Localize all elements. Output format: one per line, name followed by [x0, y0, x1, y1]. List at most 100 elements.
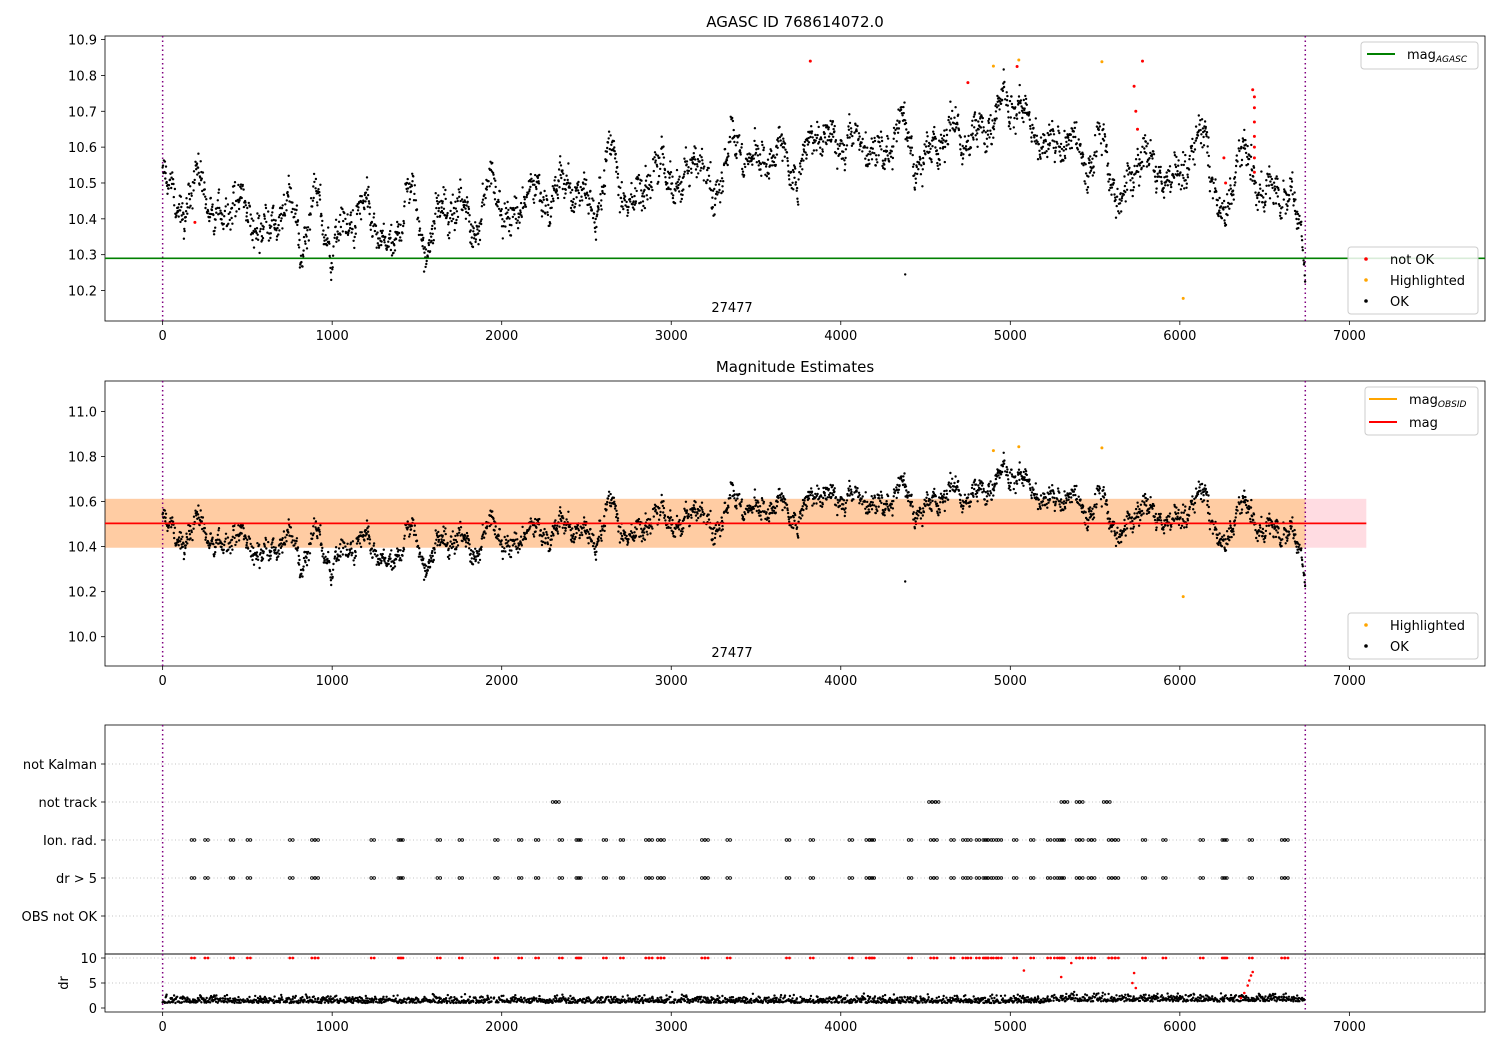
middle-ok-point — [653, 506, 656, 510]
top-ok-point — [593, 212, 596, 215]
top-ok-point — [357, 206, 360, 209]
top-ok-point — [403, 200, 406, 203]
middle-ok-point — [891, 507, 895, 510]
top-ok-point — [1058, 145, 1062, 149]
top-ok-point — [500, 208, 503, 211]
top-ok-point — [548, 224, 551, 227]
top-ok-point — [610, 143, 613, 146]
top-ok-point — [868, 150, 871, 153]
top-ok-point — [629, 193, 633, 196]
top-ok-point — [605, 159, 608, 162]
top-ok-point — [696, 158, 700, 161]
top-ok-point — [1044, 140, 1048, 143]
middle-ok-point — [931, 499, 934, 503]
top-ok-point — [1137, 184, 1141, 187]
middle-ok-point — [882, 502, 886, 506]
top-ok-point — [992, 125, 995, 128]
top-ok-point — [464, 217, 468, 220]
top-ok-point — [514, 217, 517, 221]
top-ok-point — [1100, 153, 1104, 157]
top-ok-point — [1227, 189, 1231, 192]
top-ok-point — [546, 213, 550, 217]
middle-ok-point — [343, 541, 346, 545]
middle-ok-point — [846, 494, 849, 497]
middle-ok-point — [1068, 501, 1072, 504]
top-ok-point — [843, 169, 846, 172]
top-ok-point — [880, 148, 883, 151]
middle-ok-point — [293, 539, 296, 542]
top-ok-point — [387, 245, 390, 248]
top-ok-point — [989, 132, 993, 136]
top-ok-point — [971, 119, 974, 123]
top-ok-point — [576, 189, 580, 192]
middle-ok-point — [172, 531, 175, 535]
middle-ok-point — [1029, 488, 1032, 492]
middle-ok-point — [930, 509, 933, 513]
top-ok-point — [716, 179, 719, 182]
top-xtick-label: 3000 — [655, 329, 688, 344]
top-ok-point — [478, 229, 481, 233]
top-ok-point — [1054, 151, 1057, 155]
middle-ok-point — [1008, 485, 1011, 488]
top-ok-point — [731, 119, 735, 123]
middle-ok-point — [599, 529, 602, 533]
middle-ok-point — [926, 493, 929, 496]
top-ok-point — [244, 201, 247, 204]
top-ok-point — [498, 190, 501, 193]
middle-ok-point — [872, 497, 875, 500]
top-ok-point — [216, 199, 219, 202]
top-ok-point — [506, 200, 509, 204]
top-ok-point — [1120, 210, 1123, 213]
middle-ok-point — [1073, 488, 1077, 491]
top-ok-point — [616, 176, 619, 179]
middle-ok-point — [182, 557, 186, 561]
top-ok-point — [851, 134, 854, 138]
middle-ok-point — [520, 544, 523, 547]
middle-ok-point — [735, 504, 738, 507]
middle-ok-point — [557, 514, 561, 517]
middle-ok-point — [288, 534, 291, 537]
top-ok-point — [413, 184, 416, 187]
middle-ok-point — [256, 555, 259, 558]
middle-ok-point — [857, 491, 861, 494]
top-ok-point — [183, 227, 186, 231]
top-ok-point — [908, 146, 912, 149]
top-ok-point — [270, 214, 273, 217]
middle-ok-point — [351, 551, 354, 555]
top-ok-point — [520, 215, 523, 219]
top-ok-point — [1022, 120, 1025, 124]
top-ok-point — [769, 164, 772, 167]
top-ok-point — [1120, 199, 1123, 202]
middle-ok-point — [1023, 476, 1026, 479]
middle-ok-point — [755, 501, 758, 505]
top-ok-point — [987, 117, 991, 121]
middle-ok-point — [662, 506, 666, 510]
middle-ok-point — [1087, 518, 1090, 522]
middle-ok-point — [919, 507, 922, 510]
top-ok-point — [427, 243, 431, 247]
top-ok-point — [258, 251, 261, 255]
top-ok-point — [1240, 163, 1243, 167]
middle-ok-point — [217, 527, 221, 530]
top-ok-point — [226, 203, 230, 206]
top-ok-point — [997, 104, 1000, 107]
middle-ok-point — [578, 536, 581, 540]
top-ok-point — [549, 222, 552, 225]
top-ok-point — [618, 211, 622, 214]
top-ok-point — [1258, 183, 1262, 186]
top-ok-point — [1030, 131, 1034, 134]
middle-ok-point — [928, 503, 931, 506]
top-ok-point — [835, 152, 838, 155]
top-ok-point — [469, 223, 473, 226]
middle-ok-point — [908, 500, 912, 504]
top-ok-point — [367, 200, 371, 203]
top-ok-point — [654, 159, 657, 162]
top-ok-point — [493, 177, 496, 180]
top-ok-point — [638, 182, 642, 185]
top-legend-point-swatch — [1364, 299, 1368, 303]
top-ok-point — [1246, 144, 1249, 148]
middle-ok-point — [946, 498, 950, 501]
middle-ok-point — [746, 509, 749, 512]
top-ok-point — [904, 119, 907, 122]
middle-ok-point — [1044, 496, 1048, 499]
